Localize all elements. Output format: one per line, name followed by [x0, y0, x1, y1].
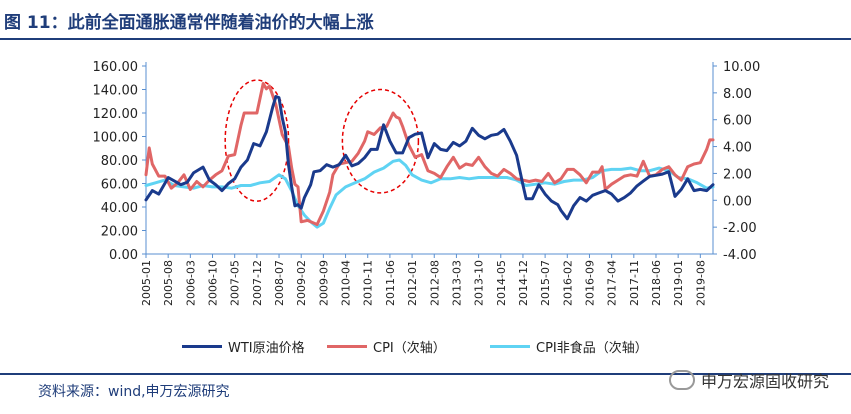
- y-right-tick-label: 10.00: [723, 60, 760, 75]
- source-note: 资料来源：wind,申万宏源研究: [38, 384, 230, 400]
- x-tick-label: 2014-12: [517, 260, 530, 306]
- x-tick-label: 2010-04: [340, 260, 353, 306]
- page-title: 图 11：此前全面通胀通常伴随着油价的大幅上涨: [4, 13, 374, 33]
- legend-cpi-label: CPI（次轴）: [373, 340, 446, 356]
- series-cpi-line: [144, 82, 715, 226]
- legend-cpi: CPI（次轴）: [327, 336, 446, 356]
- x-tick-label: 2012-08: [428, 260, 441, 306]
- y-right-tick-label: 2.00: [723, 167, 752, 182]
- y-left-tick-label: 80.00: [101, 154, 138, 169]
- x-tick-label: 2012-01: [406, 260, 419, 306]
- x-tick-label: 2013-10: [473, 260, 486, 306]
- legend-core-label: CPI非食品（次轴）: [536, 340, 648, 356]
- series-wti-line: [144, 95, 715, 221]
- legend-wti-label: WTI原油价格: [228, 340, 305, 356]
- y-right-tick-label: -2.00: [723, 221, 757, 236]
- x-tick-label: 2013-03: [450, 260, 463, 306]
- highlight-ellipse: [341, 88, 420, 194]
- y-left-tick-label: 40.00: [101, 201, 138, 216]
- legend-core: CPI非食品（次轴）: [490, 336, 648, 356]
- y-left-tick-label: 0.00: [109, 248, 138, 263]
- x-tick-label: 2016-02: [561, 260, 574, 306]
- x-tick-label: 2005-08: [162, 260, 175, 306]
- y-right-tick-label: 6.00: [723, 114, 752, 129]
- y-left-tick-label: 20.00: [101, 225, 138, 240]
- x-tick-label: 2016-09: [583, 260, 596, 306]
- highlight-ellipse: [224, 79, 290, 202]
- x-tick-label: 2010-11: [362, 260, 375, 306]
- x-tick-label: 2019-08: [694, 260, 707, 306]
- x-tick-label: 2017-04: [606, 260, 619, 306]
- footer-divider: [0, 373, 851, 375]
- y-left-tick-label: 160.00: [93, 60, 139, 75]
- x-tick-label: 2019-01: [672, 260, 685, 306]
- title-divider: [0, 38, 851, 40]
- legend-cpi-swatch: [327, 344, 367, 348]
- series-cpi-nonfood-line: [144, 158, 715, 229]
- x-tick-label: 2006-10: [207, 260, 220, 306]
- x-tick-label: 2018-06: [650, 260, 663, 306]
- x-tick-label: 2009-02: [295, 260, 308, 306]
- legend-wti-swatch: [182, 344, 222, 348]
- x-tick-label: 2008-07: [273, 260, 286, 306]
- y-left-tick-label: 140.00: [93, 84, 139, 99]
- y-left-tick-label: 120.00: [93, 107, 139, 122]
- wechat-icon: [668, 370, 695, 390]
- watermark-text: 申万宏源固收研究: [700, 372, 829, 391]
- x-tick-label: 2006-03: [184, 260, 197, 306]
- x-tick-label: 2017-11: [628, 260, 641, 306]
- legend-core-swatch: [490, 344, 530, 348]
- x-tick-label: 2007-12: [251, 260, 264, 306]
- y-left-tick-label: 60.00: [101, 178, 138, 193]
- y-right-tick-label: 8.00: [723, 87, 752, 102]
- x-tick-label: 2011-06: [384, 260, 397, 306]
- watermark: 申万宏源固收研究: [668, 368, 829, 392]
- y-left-tick-label: 100.00: [93, 131, 139, 146]
- x-tick-label: 2015-07: [539, 260, 552, 306]
- y-right-tick-label: 0.00: [723, 194, 752, 209]
- y-right-tick-label: 4.00: [723, 141, 752, 156]
- x-tick-label: 2014-05: [495, 260, 508, 306]
- x-tick-label: 2007-05: [229, 260, 242, 306]
- x-tick-label: 2005-01: [140, 260, 153, 306]
- y-right-tick-label: -4.00: [723, 248, 757, 263]
- x-tick-label: 2009-09: [317, 260, 330, 306]
- legend-wti: WTI原油价格: [182, 336, 305, 356]
